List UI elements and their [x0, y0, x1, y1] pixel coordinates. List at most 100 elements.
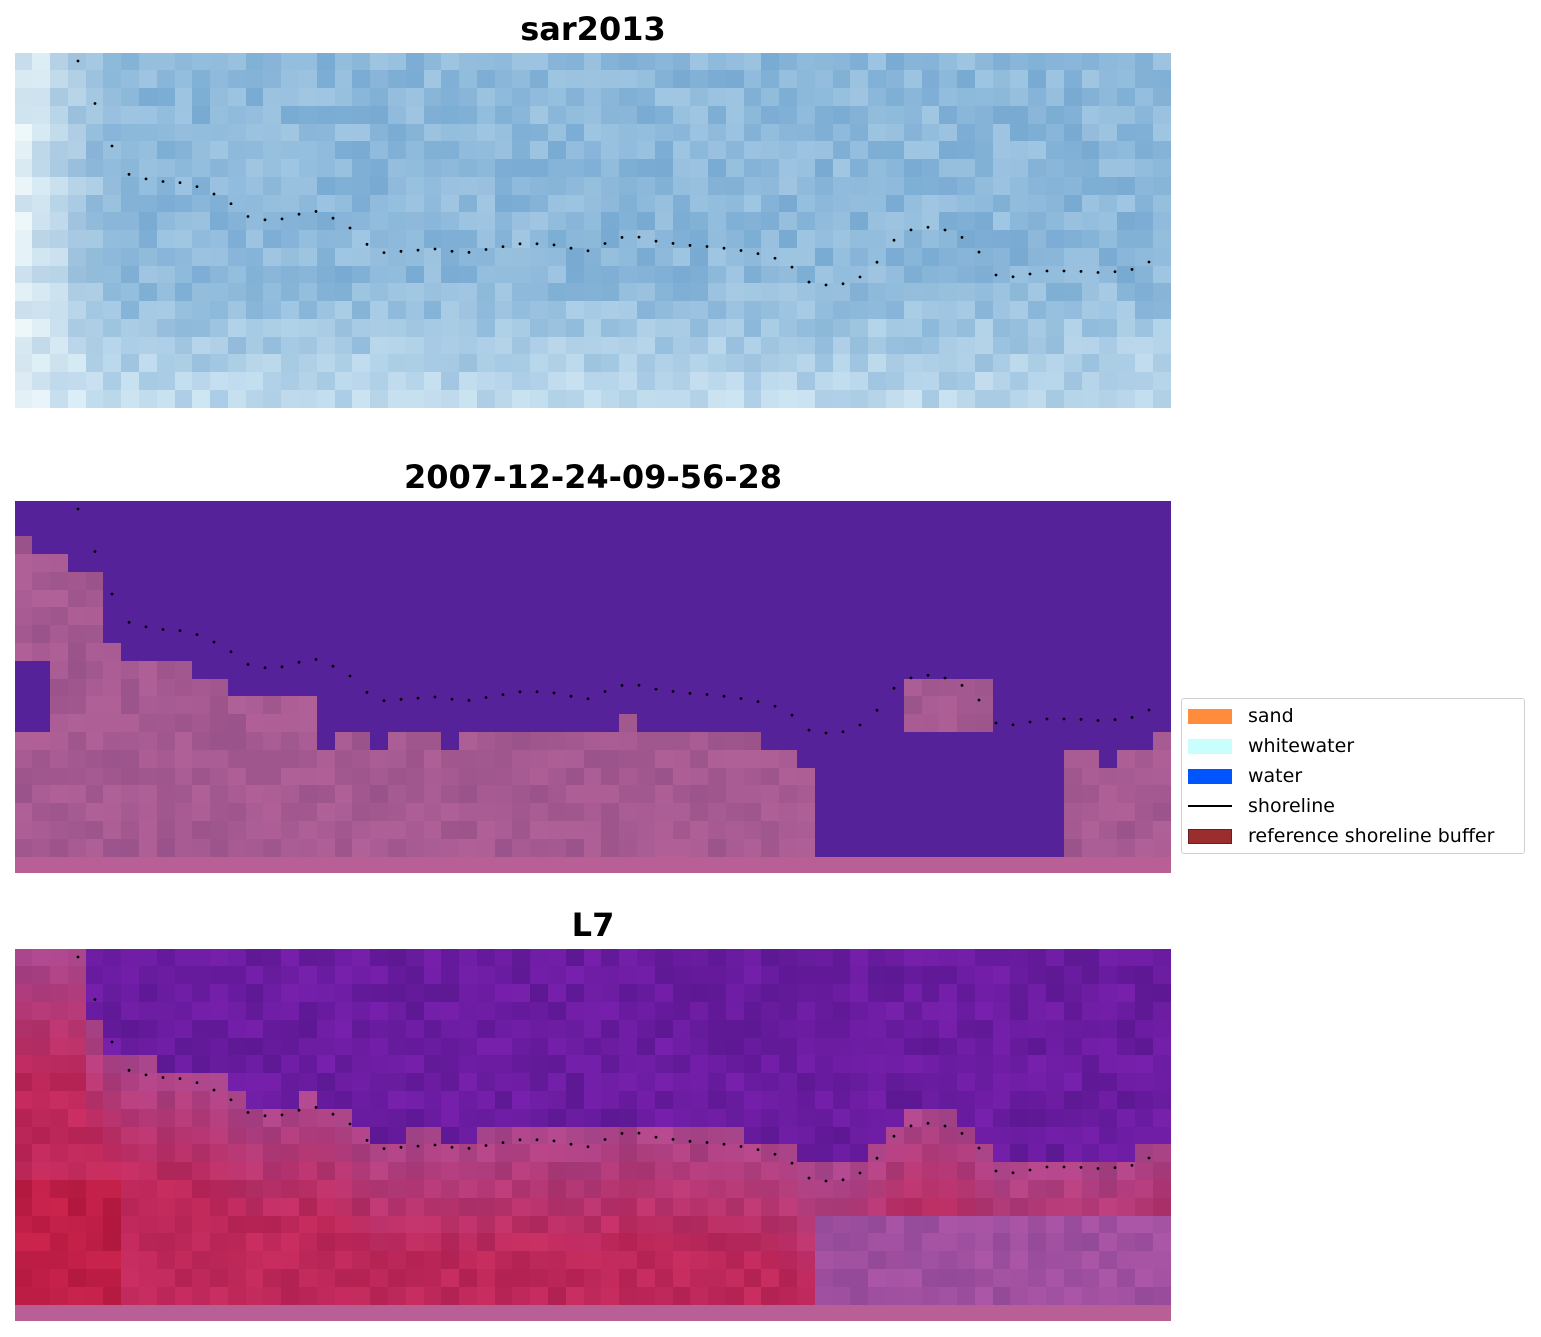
- shoreline-point: [127, 620, 131, 624]
- shoreline-point: [1028, 1168, 1032, 1172]
- shoreline-point: [1028, 272, 1032, 276]
- shoreline-dots: [76, 507, 1151, 735]
- shoreline-point: [212, 1088, 216, 1092]
- shoreline-point: [399, 697, 403, 701]
- shoreline-point: [110, 144, 114, 148]
- shoreline-point: [280, 665, 284, 669]
- shoreline-point: [739, 697, 743, 700]
- shoreline-point: [433, 247, 437, 251]
- shoreline-point: [212, 192, 216, 196]
- shoreline-point: [382, 699, 386, 703]
- shoreline-point: [263, 666, 267, 670]
- shoreline-point: [1113, 270, 1117, 274]
- shoreline-point: [348, 1122, 352, 1126]
- shoreline-point: [399, 1145, 403, 1149]
- shoreline-point: [603, 242, 607, 245]
- shoreline-point: [739, 1145, 743, 1148]
- shoreline-point: [450, 697, 454, 701]
- shoreline-point: [76, 955, 80, 959]
- shoreline-point: [1130, 268, 1134, 271]
- shoreline-point: [824, 1179, 828, 1183]
- shoreline-point: [76, 507, 80, 511]
- panel-title-l7: L7: [571, 906, 615, 944]
- shoreline-point: [1147, 708, 1151, 712]
- shoreline-point: [1096, 719, 1100, 722]
- sand-swatch: [1188, 708, 1232, 724]
- shoreline-dots: [76, 59, 1151, 287]
- shoreline-point: [909, 676, 913, 680]
- shoreline-point: [807, 280, 811, 284]
- shoreline-point: [790, 713, 794, 717]
- shoreline-point: [875, 708, 879, 712]
- shoreline-point: [110, 1040, 114, 1044]
- shoreline-point: [535, 1138, 539, 1142]
- legend-item-reference-buffer: reference shoreline buffer: [1188, 825, 1494, 847]
- shoreline-point: [824, 731, 828, 735]
- shoreline-point: [535, 242, 539, 246]
- l7-image-panel: [15, 949, 1171, 1321]
- shoreline-point: [195, 185, 199, 189]
- shoreline-point: [501, 1141, 505, 1145]
- shoreline-point: [467, 698, 471, 702]
- classified-image: [15, 501, 1171, 873]
- l7-image: [15, 949, 1171, 1321]
- shoreline-point: [654, 239, 658, 243]
- shoreline-point: [212, 640, 216, 644]
- shoreline-point: [620, 684, 624, 687]
- shoreline-point: [416, 1144, 420, 1148]
- shoreline-point: [943, 228, 947, 232]
- shoreline-point: [127, 172, 131, 176]
- shoreline-point: [484, 696, 488, 699]
- shoreline-point: [1011, 1171, 1015, 1175]
- shoreline-point: [739, 249, 743, 252]
- shoreline-point: [994, 721, 998, 725]
- shoreline-dots: [76, 955, 1151, 1183]
- shoreline-point: [144, 177, 148, 181]
- shoreline-point: [229, 202, 233, 206]
- legend: sand whitewater water shoreline referenc…: [1181, 698, 1525, 854]
- shoreline-point: [1011, 275, 1015, 279]
- shoreline-point: [977, 1146, 981, 1150]
- shoreline-point: [586, 249, 590, 253]
- shoreline-point: [858, 275, 862, 279]
- shoreline-point: [365, 242, 369, 246]
- shoreline-point: [586, 697, 590, 701]
- shoreline-point: [314, 1106, 318, 1109]
- shoreline-point: [994, 1169, 998, 1173]
- shoreline-point: [297, 1108, 301, 1112]
- sar-image: [15, 53, 1171, 408]
- legend-label: sand: [1248, 705, 1294, 727]
- shoreline-point: [926, 1121, 930, 1125]
- shoreline-point: [875, 1156, 879, 1160]
- shoreline-point: [450, 1145, 454, 1149]
- shoreline-point: [552, 1139, 556, 1143]
- shoreline-point: [280, 1113, 284, 1117]
- shoreline-point: [960, 684, 964, 687]
- shoreline-point: [960, 236, 964, 239]
- shoreline-point: [518, 690, 522, 694]
- shoreline-point: [518, 1138, 522, 1142]
- shoreline-line-swatch: [1188, 805, 1232, 807]
- shoreline-point: [858, 723, 862, 727]
- shoreline-point: [178, 1077, 182, 1081]
- shoreline-point: [127, 1068, 131, 1072]
- shoreline-point: [960, 1132, 964, 1135]
- shoreline-point: [943, 1124, 947, 1128]
- shoreline-point: [280, 217, 284, 221]
- shoreline-point: [195, 1081, 199, 1084]
- shoreline-point: [807, 728, 811, 732]
- shoreline-point: [1028, 720, 1032, 724]
- shoreline-point: [1062, 717, 1066, 721]
- shoreline-point: [654, 687, 658, 691]
- water-swatch: [1188, 768, 1232, 784]
- shoreline-point: [688, 1139, 692, 1143]
- shoreline-point: [756, 252, 760, 256]
- shoreline-point: [144, 625, 148, 629]
- shoreline-point: [1062, 1165, 1066, 1169]
- shoreline-point: [501, 693, 505, 697]
- shoreline-point: [1096, 271, 1100, 274]
- shoreline-point: [909, 1124, 913, 1128]
- shoreline-point: [331, 1112, 335, 1116]
- shoreline-point: [416, 248, 420, 252]
- shoreline-point: [773, 1152, 777, 1156]
